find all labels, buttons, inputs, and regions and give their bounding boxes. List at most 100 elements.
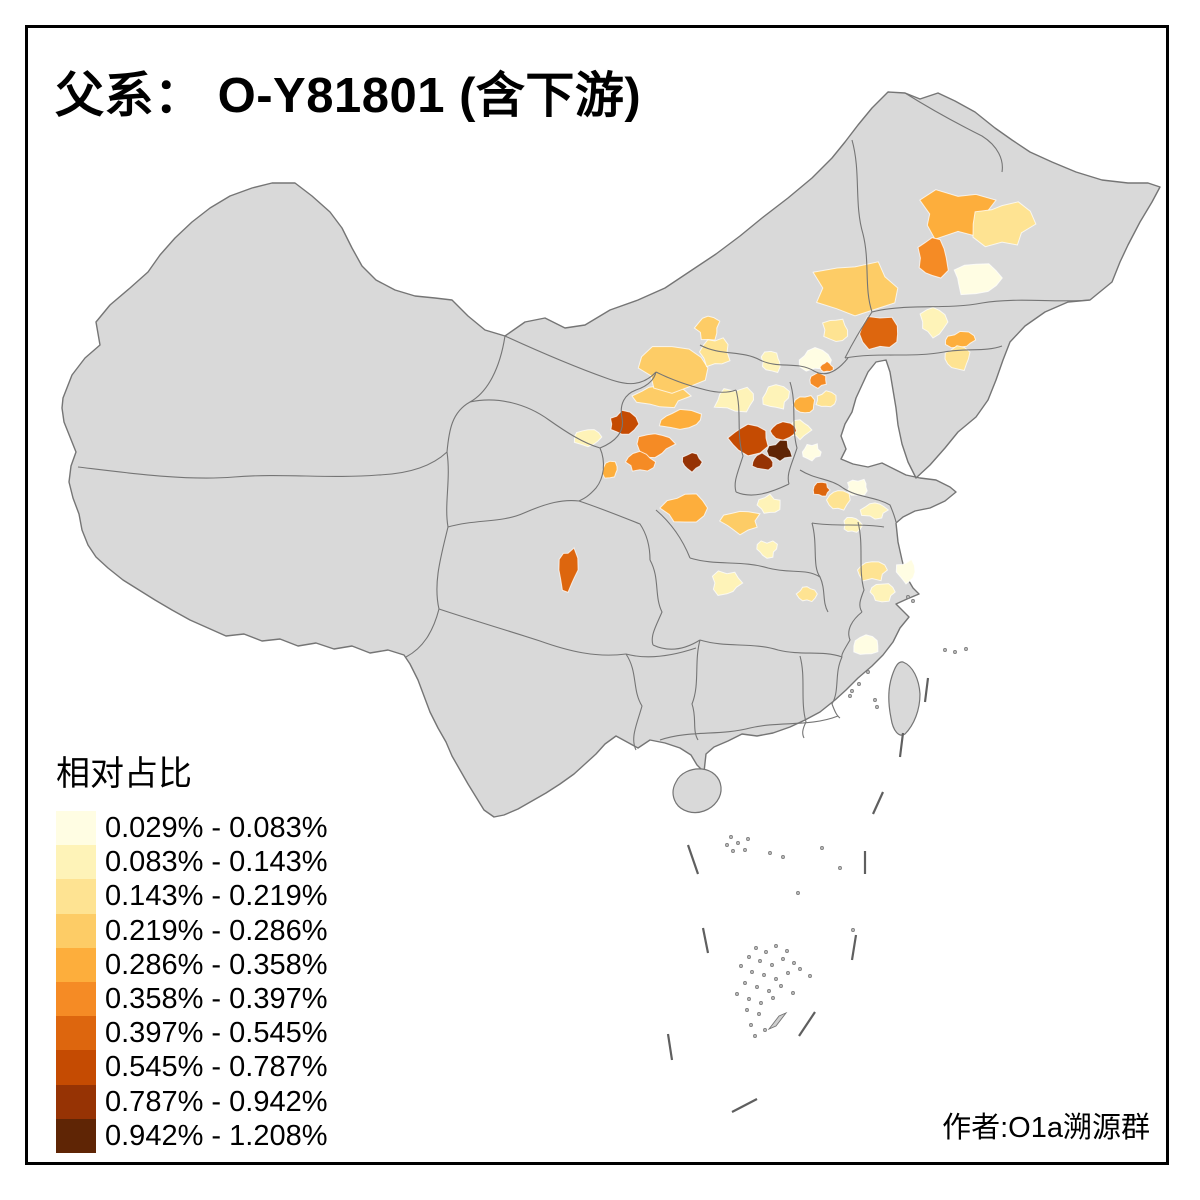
prefecture-region (812, 261, 899, 317)
prefecture-region (711, 570, 744, 596)
island-dot (786, 971, 790, 975)
prefecture-regions (558, 189, 1037, 655)
prefecture-region (624, 450, 657, 472)
island-dot (743, 981, 747, 985)
island-dot (754, 946, 758, 950)
nine-dash-segment (686, 844, 700, 875)
island-dot (736, 841, 740, 845)
island-dot (774, 944, 778, 948)
island-dot (746, 837, 750, 841)
island-dot (848, 694, 852, 698)
island-dot (857, 682, 861, 686)
nine-dash-segment (731, 1098, 758, 1113)
island-dot (785, 949, 789, 953)
island-dot (763, 1028, 767, 1032)
prefecture-region (601, 460, 618, 479)
island-dot (875, 705, 879, 709)
nine-dash-segment (898, 732, 905, 758)
prefecture-region (869, 583, 896, 603)
prefecture-region (769, 421, 798, 441)
island-dot (792, 961, 796, 965)
prefecture-region (751, 452, 774, 471)
island-dot (753, 1034, 757, 1038)
island-dot (735, 992, 739, 996)
legend-swatch (56, 811, 96, 846)
prefecture-region (801, 443, 822, 462)
nine-dash-segment (701, 927, 710, 954)
prefecture-region (919, 306, 949, 339)
prefecture-region (713, 386, 755, 413)
legend-row: 0.143% - 0.219% (56, 879, 327, 914)
legend-label: 0.787% - 0.942% (105, 1085, 328, 1118)
prefecture-region (825, 490, 851, 511)
island-dot (749, 1023, 753, 1027)
prefecture-region (681, 452, 703, 473)
nine-dash-line (666, 677, 930, 1113)
legend-row: 0.083% - 0.143% (56, 845, 327, 880)
prefecture-region (917, 237, 949, 279)
legend-row: 0.942% - 1.208% (56, 1118, 328, 1153)
legend-row: 0.029% - 0.083% (56, 811, 327, 846)
island-dot (747, 997, 751, 1001)
prefecture-region (609, 409, 640, 435)
prefecture-region (762, 384, 791, 410)
legend-swatch (56, 947, 96, 982)
nine-dash-segment (871, 791, 885, 815)
prefecture-region (821, 318, 849, 343)
island-dot (906, 595, 910, 599)
island-dot (850, 689, 854, 693)
legend-swatch (56, 845, 96, 880)
prefecture-region (693, 315, 721, 341)
island-dot (851, 928, 855, 932)
island-dot (758, 959, 762, 963)
legend-row: 0.358% - 0.397% (56, 981, 327, 1017)
hainan-island (672, 768, 722, 814)
island-dot (745, 1008, 749, 1012)
legend-swatch (56, 1084, 96, 1119)
prefecture-region (895, 558, 916, 585)
legend-swatch (56, 1050, 96, 1085)
prefecture-region (819, 360, 834, 373)
island-dot (771, 996, 775, 1000)
island-dot (943, 648, 947, 652)
legend-swatch (56, 981, 96, 1017)
prefecture-region (636, 433, 677, 459)
nine-dash-segment (798, 1011, 816, 1037)
prefecture-region (972, 201, 1037, 248)
prefecture-region (944, 345, 971, 372)
prefecture-region (718, 510, 761, 536)
prefecture-region (809, 371, 827, 390)
page-title: 父系： O-Y81801 (含下游) (55, 69, 642, 123)
island-dot (764, 950, 768, 954)
island-dot (781, 957, 785, 961)
prefecture-region (760, 350, 781, 374)
legend-label: 0.942% - 1.208% (105, 1119, 328, 1152)
taiwan-island (888, 661, 921, 736)
legend-row: 0.219% - 0.286% (56, 913, 328, 948)
legend-swatch (56, 913, 96, 948)
island-dot (739, 964, 743, 968)
island-dot (838, 866, 842, 870)
island-dot (779, 984, 783, 988)
island-dot (953, 650, 957, 654)
island-dot (747, 955, 751, 959)
prefecture-region (953, 263, 1003, 296)
island-dot (781, 855, 785, 859)
prefecture-region (658, 408, 703, 430)
island-dot (866, 670, 870, 674)
prefecture-region (558, 547, 579, 593)
island-dot (820, 846, 824, 850)
island-dot (798, 967, 802, 971)
island-dot (731, 849, 735, 853)
island-dot (762, 973, 766, 977)
island-dot (767, 989, 771, 993)
island-dot (757, 1012, 761, 1016)
prefecture-region (756, 540, 778, 559)
prefecture-region (756, 493, 781, 514)
legend-swatch (56, 879, 96, 914)
south-sea-islet (767, 1011, 788, 1031)
legend-label: 0.219% - 0.286% (105, 914, 328, 947)
prefecture-region (792, 395, 816, 414)
legend-rows: 0.029% - 0.083% 0.083% - 0.143% 0.143% - 0… (56, 811, 327, 1153)
